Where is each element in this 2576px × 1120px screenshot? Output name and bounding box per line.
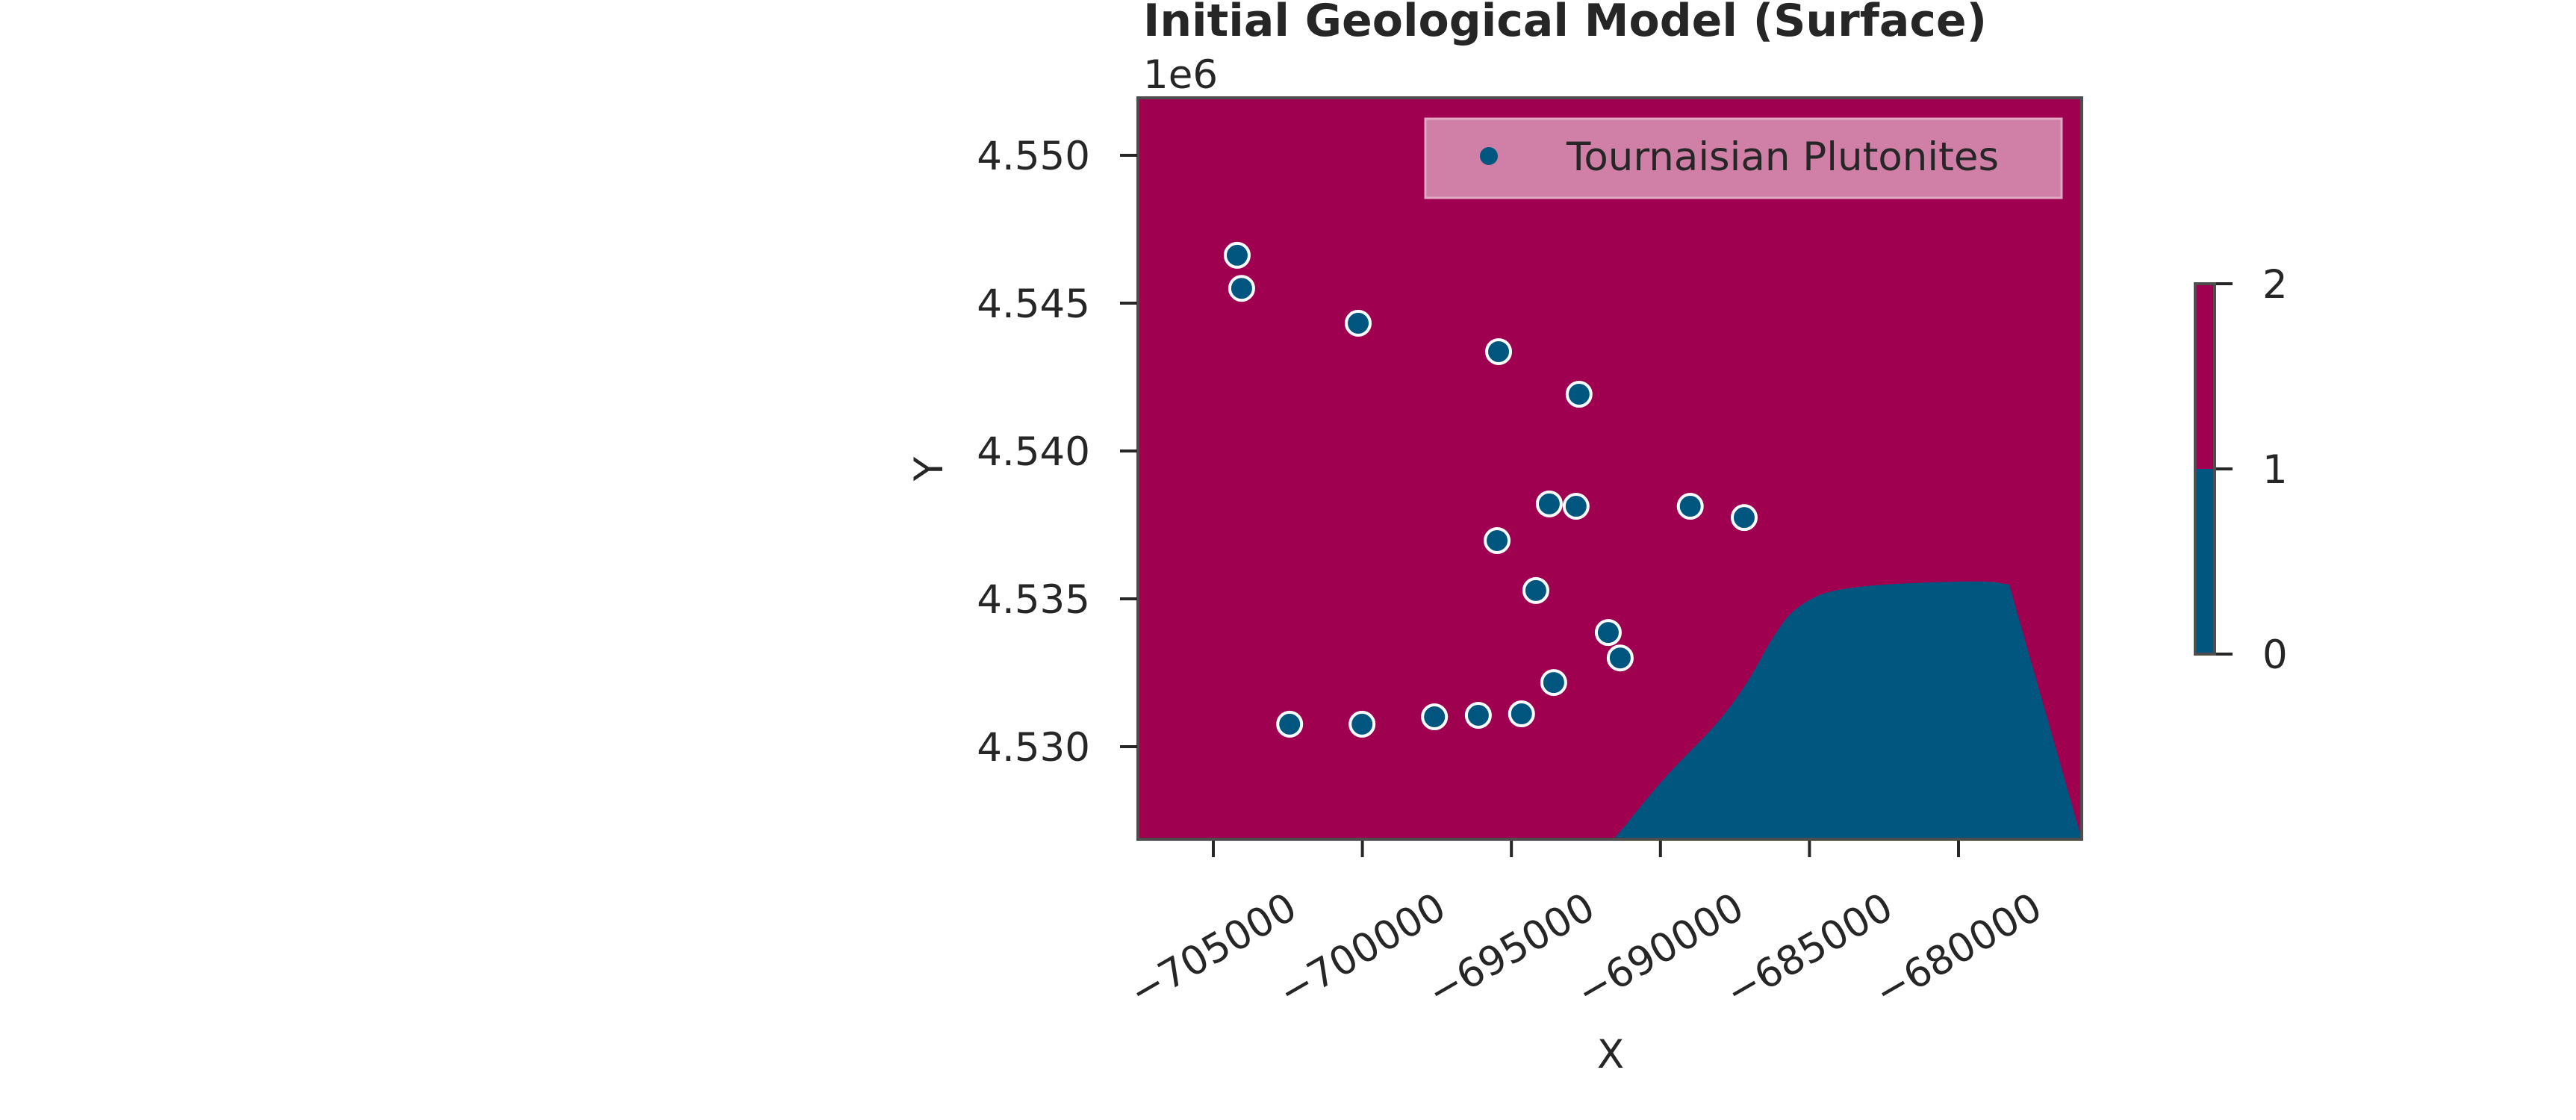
data-point (1276, 710, 1304, 738)
plot-area (1136, 96, 2083, 841)
scatter-points (1223, 241, 1758, 738)
data-point (1562, 493, 1590, 520)
y-tick-label: 4.530 (977, 725, 1090, 771)
data-point (1540, 669, 1567, 697)
unit-low-region (1612, 581, 2082, 840)
legend: Tournaisian Plutonites (1424, 117, 2063, 199)
x-axis-label: X (1597, 1032, 1624, 1077)
data-point (1464, 702, 1492, 729)
plot-frame (1136, 96, 2083, 841)
data-point (1565, 380, 1593, 408)
data-point (1228, 275, 1255, 302)
colorbar-tick-label: 2 (2262, 262, 2288, 308)
y-tick-label: 4.540 (977, 429, 1090, 475)
colorbar-tick-label: 0 (2262, 632, 2288, 678)
chart-title: Initial Geological Model (Surface) (1143, 0, 1987, 47)
y-axis: 4.550 4.545 4.540 4.535 4.530 (977, 134, 1137, 771)
x-tick-label: −690000 (1569, 884, 1751, 1015)
data-point (1508, 700, 1535, 728)
data-point (1485, 337, 1513, 365)
data-point (1345, 309, 1372, 337)
colorbar-frame (2194, 282, 2216, 656)
y-tick-label: 4.545 (977, 281, 1090, 327)
legend-box (1424, 117, 2063, 199)
colorbar-ticks: 0 1 2 (2216, 262, 2288, 678)
y-offset-label: 1e6 (1143, 52, 1218, 98)
colorbar: 0 1 2 (2194, 262, 2288, 678)
x-tick-label: −685000 (1718, 884, 1900, 1015)
colorbar-tick-label: 1 (2262, 447, 2288, 493)
x-tick-label: −705000 (1122, 884, 1304, 1015)
legend-marker-icon (1480, 147, 1498, 165)
data-point (1421, 703, 1449, 731)
y-axis-label: Y (906, 456, 952, 482)
data-point (1730, 504, 1758, 532)
data-point (1522, 576, 1549, 604)
x-axis: −705000−700000−695000−690000−685000−6800… (1122, 841, 2050, 1016)
data-point (1594, 619, 1622, 647)
x-tick-label: −700000 (1271, 884, 1453, 1015)
data-point (1676, 493, 1704, 520)
y-tick-label: 4.535 (977, 577, 1090, 623)
x-tick-label: −695000 (1420, 884, 1602, 1015)
legend-label: Tournaisian Plutonites (1566, 134, 1999, 180)
data-point (1348, 710, 1376, 738)
colorbar-segment-low (2195, 469, 2215, 654)
data-point (1535, 490, 1563, 517)
data-point (1484, 526, 1511, 554)
x-tick-label: −680000 (1867, 884, 2050, 1015)
colorbar-segment-high (2195, 284, 2215, 469)
y-tick-label: 4.550 (977, 134, 1090, 179)
data-point (1223, 241, 1251, 269)
data-point (1606, 644, 1634, 672)
